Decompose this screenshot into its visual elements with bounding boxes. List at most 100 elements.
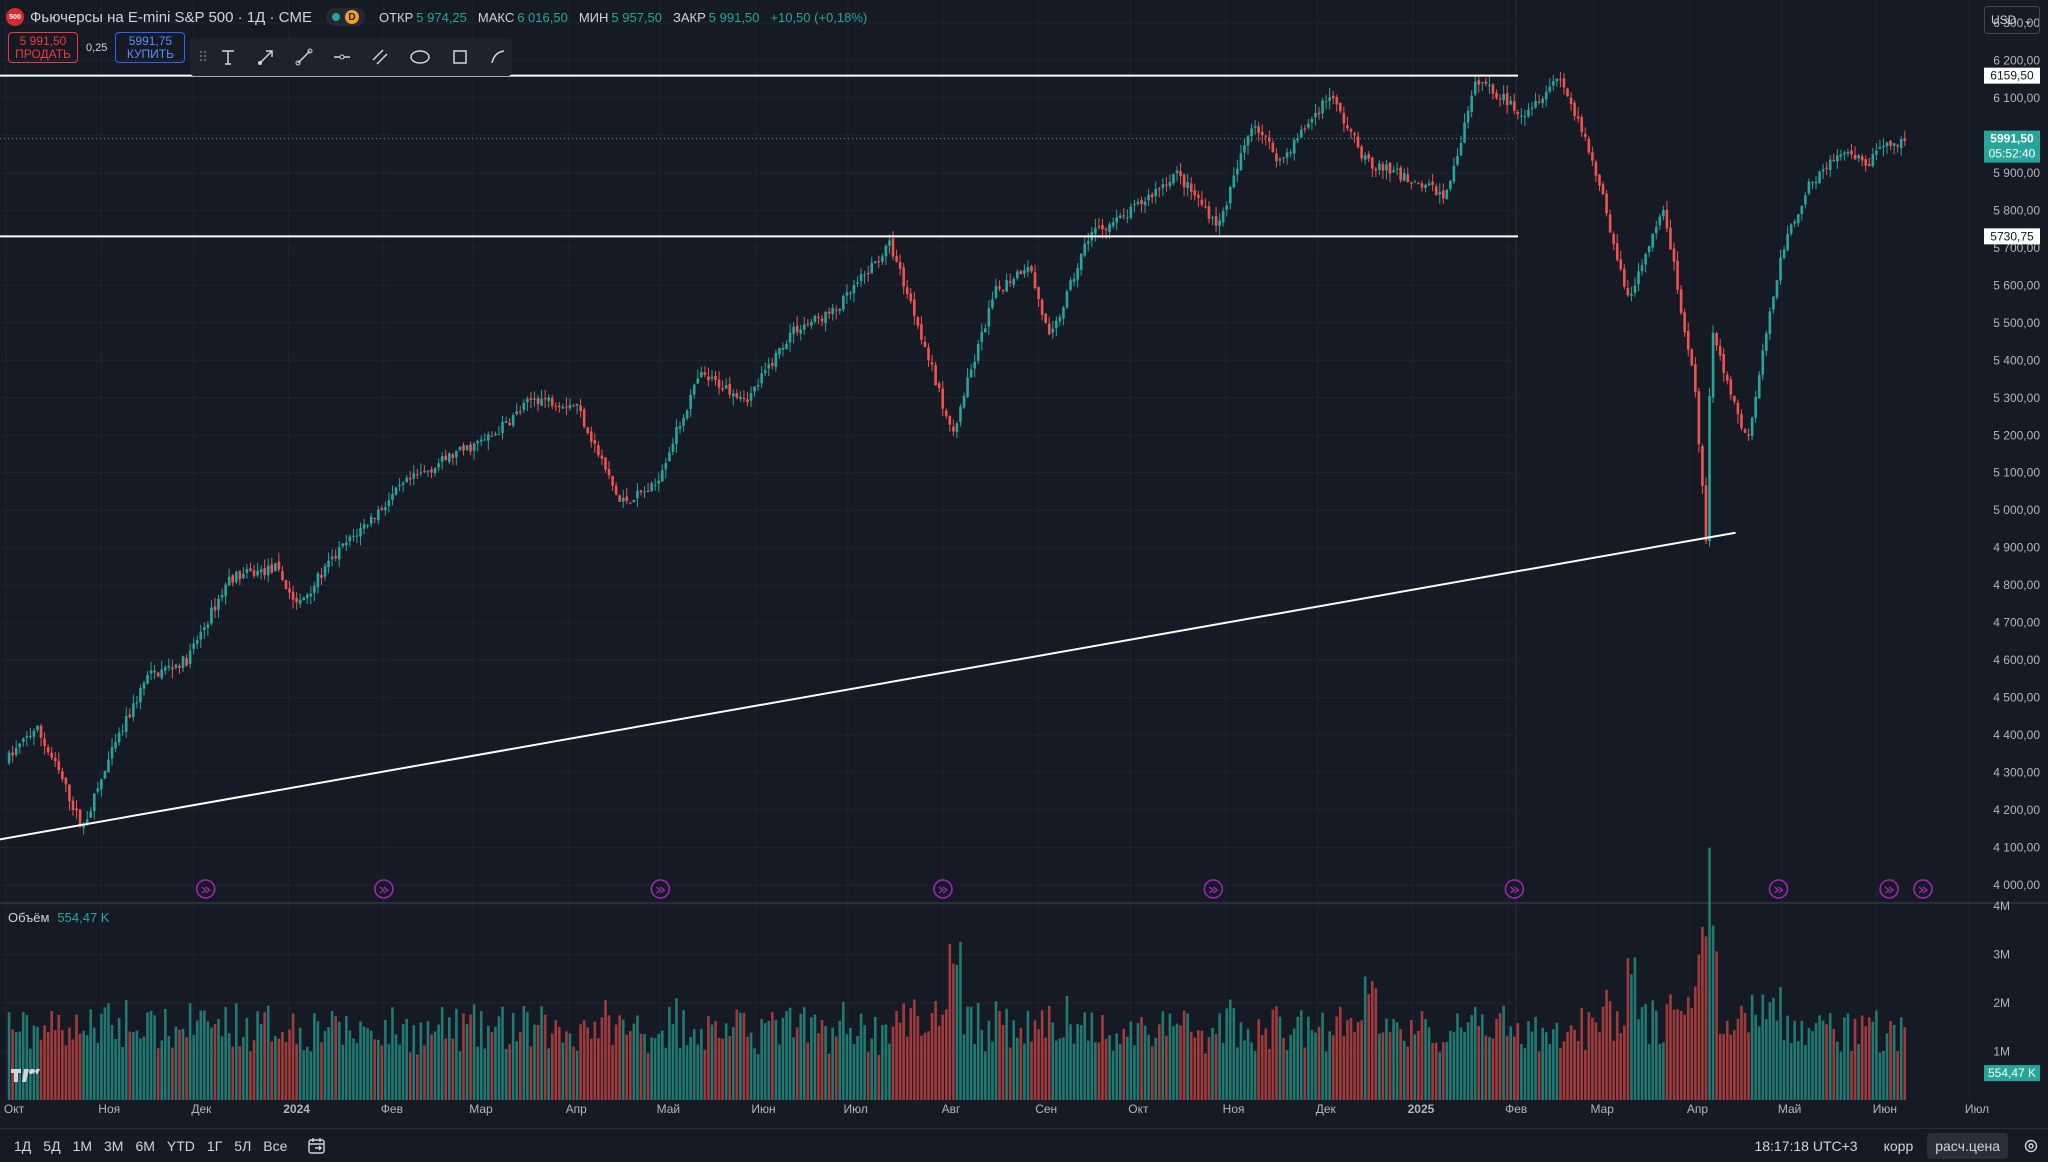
volume-bar xyxy=(657,1033,661,1100)
volume-bar xyxy=(96,1042,100,1100)
candle-body xyxy=(398,484,401,487)
candle-body xyxy=(1576,116,1580,119)
candle-body xyxy=(717,379,721,388)
drag-handle-icon[interactable]: ⠿ xyxy=(198,48,209,65)
event-marker-icon xyxy=(1768,879,1789,899)
candle-body xyxy=(707,376,710,381)
candle-body xyxy=(110,747,114,759)
candle-body xyxy=(731,393,735,397)
candle-body xyxy=(114,742,117,749)
path-icon[interactable] xyxy=(480,42,516,72)
volume-bar xyxy=(969,1006,973,1100)
range-3m[interactable]: 3М xyxy=(104,1137,124,1154)
candle-body xyxy=(1481,82,1484,84)
go-to-date-icon[interactable] xyxy=(307,1137,327,1155)
buy-button[interactable]: 5991,75 КУПИТЬ xyxy=(115,32,186,63)
candle-body xyxy=(1381,164,1385,171)
clock[interactable]: 18:17:18 UTC+3 xyxy=(1754,1137,1858,1154)
tradingview-logo-icon[interactable] xyxy=(10,1066,40,1089)
range-ytd[interactable]: YTD xyxy=(166,1137,195,1154)
candle-body xyxy=(1189,183,1193,192)
text-tool-icon[interactable] xyxy=(210,42,246,72)
symbol-title[interactable]: Фьючерсы на E-mini S&P 500 · 1Д · CME xyxy=(30,8,312,26)
candle-body xyxy=(1115,217,1118,223)
candle-body xyxy=(1548,86,1552,92)
volume-bar xyxy=(1175,1023,1179,1100)
candle-body xyxy=(401,482,405,485)
candle-body xyxy=(1466,110,1470,123)
range-all[interactable]: Все xyxy=(263,1137,288,1154)
parallel-channel-icon[interactable] xyxy=(362,42,398,72)
event-marker-glyph xyxy=(1208,886,1219,894)
candle-body xyxy=(934,365,937,386)
range-1y[interactable]: 1Г xyxy=(206,1137,223,1154)
ellipse-icon[interactable] xyxy=(400,42,440,72)
volume-bar xyxy=(632,1023,636,1100)
gear-icon[interactable] xyxy=(2014,1138,2048,1154)
candle-body xyxy=(1704,485,1708,541)
horizontal-ray-icon[interactable] xyxy=(324,42,360,72)
volume-bar xyxy=(1285,1050,1289,1100)
candle-body xyxy=(1761,350,1765,375)
range-6m[interactable]: 6М xyxy=(135,1137,155,1154)
candle-body xyxy=(426,470,430,472)
volume-bar xyxy=(1086,1040,1090,1100)
range-5d[interactable]: 5Д xyxy=(43,1137,61,1154)
volume-bar xyxy=(153,1015,156,1100)
currency-select[interactable]: USD ⌄ xyxy=(1984,6,2040,34)
candle-body xyxy=(1150,194,1154,198)
volume-bar xyxy=(1768,1002,1772,1100)
candle-body xyxy=(316,573,320,588)
candle-body xyxy=(923,341,927,348)
candle-body xyxy=(171,667,174,670)
volume-bar xyxy=(813,1014,817,1100)
candle-body xyxy=(1193,190,1197,196)
volume-bar xyxy=(866,1051,870,1100)
volume-bar xyxy=(369,1030,373,1100)
rectangle-icon[interactable] xyxy=(442,42,478,72)
volume-bar xyxy=(1544,1032,1548,1100)
range-5y[interactable]: 5Л xyxy=(234,1137,252,1154)
candle-body xyxy=(1449,180,1452,190)
x-tick-label: Дек xyxy=(191,1102,212,1116)
volume-bar xyxy=(1346,1020,1349,1100)
candle-body xyxy=(1534,100,1537,108)
candle-body xyxy=(1079,253,1083,270)
candle-body xyxy=(1225,205,1229,210)
x-tick-label: Июн xyxy=(751,1102,775,1116)
market-status[interactable]: D xyxy=(325,8,365,26)
volume-bar xyxy=(405,1018,408,1100)
candle-body xyxy=(1615,243,1619,260)
volume-bar xyxy=(955,964,959,1100)
candle-body xyxy=(721,388,724,390)
volume-bar xyxy=(1637,1019,1640,1100)
candle-body xyxy=(1608,214,1612,233)
bottom-right-controls: 18:17:18 UTC+3 корр расч.цена xyxy=(1754,1129,2048,1162)
volume-bar xyxy=(1129,1021,1133,1100)
candle-body xyxy=(1335,97,1339,105)
volume-bar xyxy=(1044,1037,1047,1100)
candle-body xyxy=(1601,184,1605,195)
volume-bar xyxy=(1775,1020,1779,1100)
volume-label[interactable]: Объём xyxy=(8,910,50,925)
range-1m[interactable]: 1М xyxy=(72,1137,93,1154)
volume-bar xyxy=(1136,1023,1140,1100)
range-1d[interactable]: 1Д xyxy=(14,1137,32,1154)
candle-body xyxy=(1015,271,1019,279)
candle-body xyxy=(547,397,550,401)
volume-bar xyxy=(1832,1028,1836,1100)
arrow-tool-icon[interactable] xyxy=(248,42,284,72)
sell-button[interactable]: 5 991,50 ПРОДАТЬ xyxy=(8,32,78,63)
symbol-logo[interactable]: 500 xyxy=(6,8,24,26)
candle-body xyxy=(1782,249,1786,259)
adjustment-toggle[interactable]: корр xyxy=(1883,1137,1914,1154)
volume-bar xyxy=(242,1036,245,1100)
settlement-toggle[interactable]: расч.цена xyxy=(1927,1132,2008,1159)
candle-body xyxy=(1424,184,1427,188)
volume-bar xyxy=(877,1054,881,1100)
trend-line-icon[interactable] xyxy=(286,42,322,72)
volume-bar xyxy=(1441,1042,1445,1100)
candle-body xyxy=(813,315,817,322)
volume-bar xyxy=(160,1040,164,1100)
